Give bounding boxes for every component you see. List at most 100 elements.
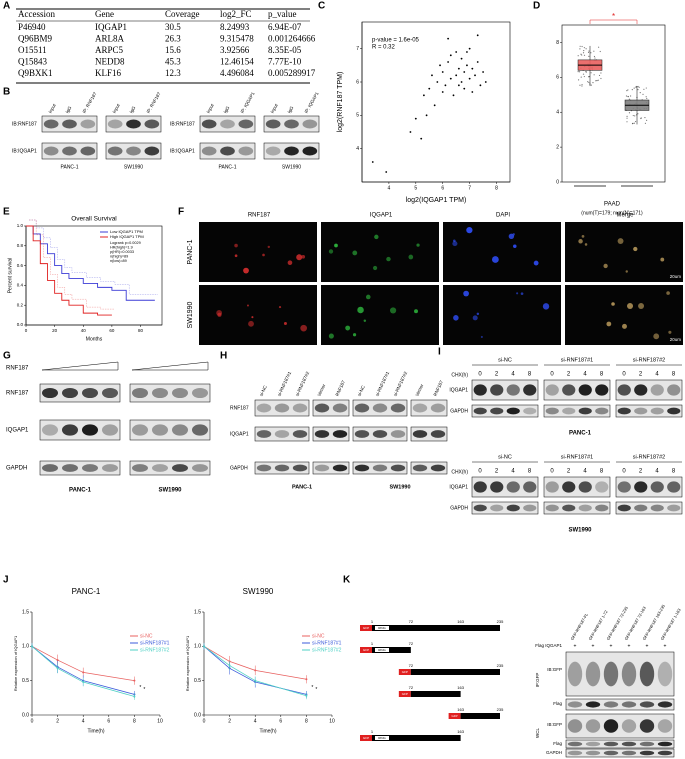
band: [82, 387, 98, 399]
construct: [372, 735, 461, 741]
blot: [565, 748, 675, 758]
band: [567, 750, 583, 756]
jitter: [579, 48, 581, 50]
tag-label: GFP: [363, 648, 369, 652]
cell-signal: [453, 239, 456, 243]
jitter: [637, 89, 639, 91]
cell-signal: [516, 292, 519, 295]
cell-signal: [386, 256, 391, 262]
jitter: [592, 81, 594, 84]
band: [650, 504, 664, 512]
band: [265, 119, 281, 129]
band: [585, 741, 601, 747]
cell-label: PANC-1: [61, 164, 79, 170]
time-label: 4: [511, 469, 515, 475]
cell-signal: [278, 306, 282, 309]
band: [82, 464, 98, 472]
row-label: IB:GFP: [547, 722, 562, 727]
x-tick-label: 6: [107, 718, 110, 724]
row-label: RNF187: [6, 366, 29, 372]
point: [254, 679, 257, 682]
cell-signal: [352, 333, 357, 337]
blot: [471, 379, 539, 401]
table-cell: Q96BM9: [18, 34, 53, 44]
jitter: [596, 79, 598, 82]
cell-signal: [480, 335, 483, 338]
band: [284, 119, 299, 129]
time-label: 0: [478, 372, 482, 378]
band: [192, 424, 208, 436]
series-line: [31, 646, 135, 695]
band: [667, 481, 681, 493]
y-tick-label: 4: [556, 110, 559, 116]
band: [102, 464, 118, 472]
row-label: Flag: [553, 701, 562, 706]
band: [657, 701, 673, 708]
time-label: 0: [622, 469, 626, 475]
band: [152, 424, 168, 436]
cell-signal: [287, 260, 293, 266]
x-tick-label: 0: [203, 718, 206, 724]
band: [132, 424, 148, 436]
x-tick-label: 40: [81, 328, 87, 333]
blot: [543, 476, 611, 498]
band: [107, 146, 123, 156]
micrograph: [443, 222, 561, 282]
cell-label: SW1990: [158, 488, 182, 494]
annotation: R = 0.32: [372, 45, 396, 51]
band: [562, 407, 576, 415]
tag-label: GFP: [452, 714, 458, 718]
position-label: 163: [457, 707, 464, 712]
micrograph: [565, 285, 683, 345]
row-label: GAPDH: [6, 466, 27, 472]
jitter: [582, 52, 585, 54]
jitter: [645, 96, 647, 98]
point: [428, 87, 431, 90]
construct: [372, 625, 500, 631]
position-label: 72: [409, 619, 414, 624]
band: [314, 403, 330, 413]
time-label: 4: [655, 469, 659, 475]
time-label: 0: [550, 469, 554, 475]
micrograph: [199, 222, 317, 282]
lane-label: IgG: [223, 105, 231, 114]
jitter: [588, 55, 590, 58]
survival-line: [26, 225, 112, 316]
cell-signal: [389, 307, 397, 314]
band: [201, 146, 217, 156]
chart-title: SW1990: [243, 587, 274, 596]
point: [305, 678, 308, 681]
cell-signal: [301, 254, 306, 259]
point: [436, 81, 439, 83]
time-label: 8: [672, 469, 676, 475]
table-header: Gene: [95, 9, 114, 19]
significance: *: [315, 687, 317, 693]
table-cell: 26.3: [165, 34, 181, 44]
cell-signal: [328, 333, 334, 339]
jitter: [600, 77, 602, 80]
jitter: [600, 72, 602, 74]
chart-title: PANC-1: [72, 587, 101, 596]
point: [56, 667, 59, 670]
cell-signal: [352, 250, 358, 256]
band: [562, 504, 576, 512]
x-tick-label: 8: [495, 185, 498, 191]
band: [603, 719, 619, 733]
blot: [39, 460, 121, 476]
x-tick-label: 0: [31, 718, 34, 724]
cell-signal: [476, 312, 480, 316]
panel-label: H: [220, 351, 227, 362]
lane-label: GFP-RNF187 1-163: [659, 607, 682, 641]
x-tick-label: 0: [25, 328, 28, 333]
lane-label: IgG: [65, 105, 73, 114]
panel-label: C: [318, 1, 325, 12]
point: [414, 117, 417, 120]
band: [473, 407, 487, 415]
band: [274, 430, 290, 438]
group-label: si-NC: [498, 454, 512, 460]
y-tick-label: 0.4: [17, 283, 24, 288]
cell-signal: [626, 302, 634, 310]
band: [667, 407, 681, 415]
blot: [471, 404, 539, 418]
